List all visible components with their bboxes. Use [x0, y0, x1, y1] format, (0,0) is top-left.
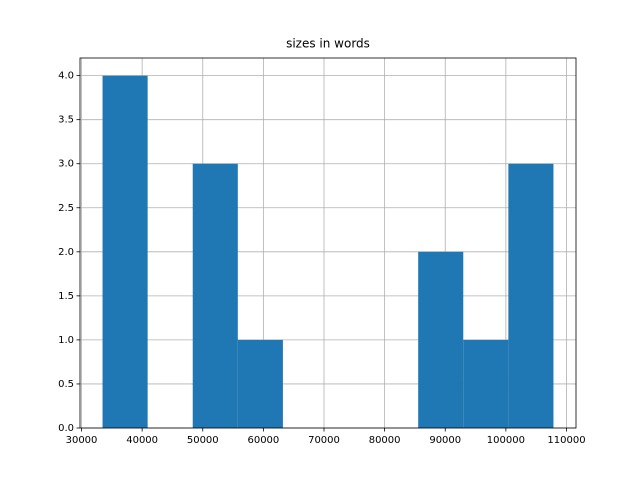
plot-frame: [79, 57, 577, 429]
y-tick-label: 2.0: [58, 247, 74, 258]
y-tick-label: 0.5: [58, 379, 74, 390]
x-tick-label: 50000: [187, 435, 219, 446]
y-tick-label: 0.0: [58, 423, 74, 434]
bar: [237, 339, 283, 428]
y-tick-label: 2.5: [58, 203, 74, 214]
x-tick-label: 110000: [547, 435, 585, 446]
bar: [508, 163, 554, 428]
x-tick-label: 90000: [429, 435, 461, 446]
y-tick-label: 3.0: [58, 159, 74, 170]
y-tick-label: 4.0: [58, 71, 74, 82]
bar: [463, 339, 509, 428]
x-tick-label: 60000: [247, 435, 279, 446]
y-tick-label: 3.5: [58, 115, 74, 126]
y-tick-label: 1.0: [58, 335, 74, 346]
y-tick-label: 1.5: [58, 291, 74, 302]
x-tick-label: 100000: [487, 435, 525, 446]
x-tick-label: 80000: [369, 435, 401, 446]
x-tick-label: 30000: [66, 435, 98, 446]
x-tick-label: 40000: [126, 435, 158, 446]
bar: [418, 251, 464, 428]
x-tick-label: 70000: [308, 435, 340, 446]
bar: [192, 163, 238, 428]
bar: [102, 75, 148, 428]
chart-title: sizes in words: [286, 37, 370, 51]
